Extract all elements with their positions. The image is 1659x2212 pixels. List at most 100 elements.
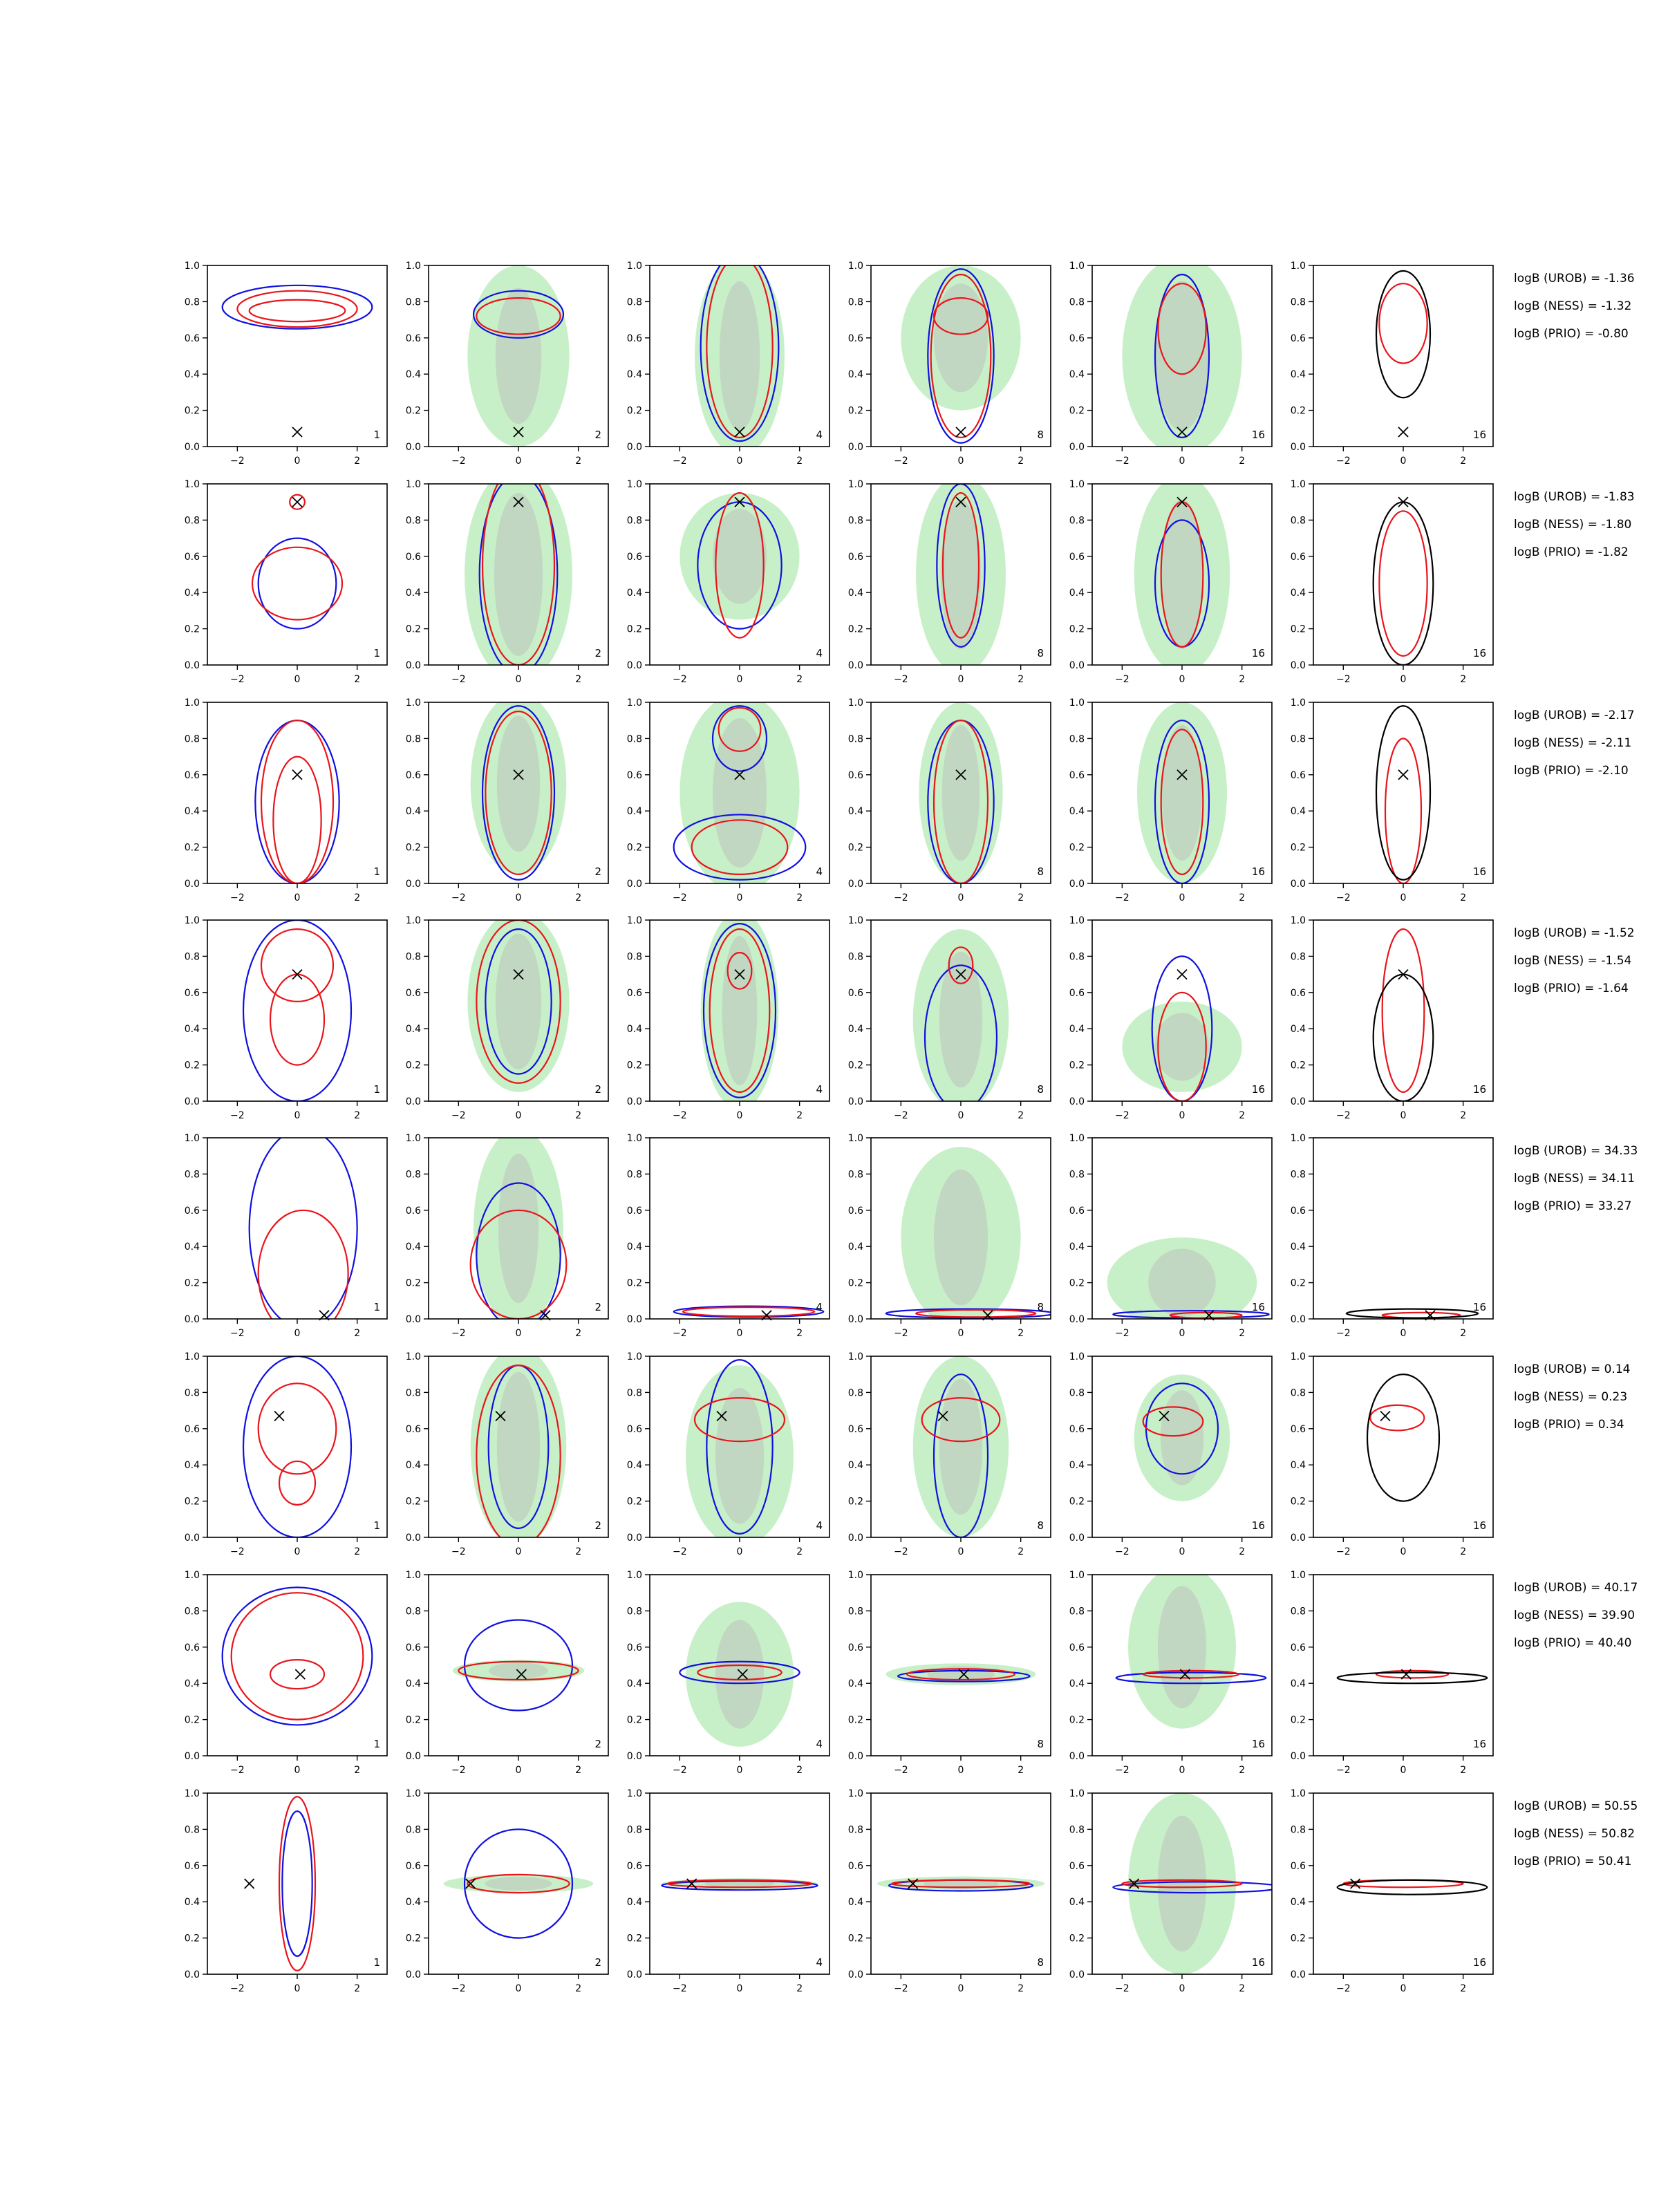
contour-prio xyxy=(1372,973,1434,1101)
y-tick-label: 0.8 xyxy=(627,951,642,962)
y-tick-label: 0.4 xyxy=(406,369,421,380)
y-tick-label: 0.8 xyxy=(1069,1606,1085,1617)
y-tick-label: 1.0 xyxy=(406,915,421,926)
y-tick-label: 0.6 xyxy=(848,1206,863,1217)
x-tick-label: −2 xyxy=(230,674,245,685)
x-tick-label: 0 xyxy=(1179,456,1185,467)
y-tick-label: 0.8 xyxy=(185,1387,200,1398)
panel-frame xyxy=(207,1792,388,1975)
y-tick-label: 0.8 xyxy=(185,515,200,526)
sample-count-label: 4 xyxy=(816,647,823,659)
sample-count-label: 8 xyxy=(1037,1083,1044,1096)
y-tick-label: 0.2 xyxy=(848,843,863,854)
y-tick-label: 1.0 xyxy=(627,1788,642,1799)
panel-frame xyxy=(1313,1137,1494,1320)
sample-count-label: 2 xyxy=(594,1956,601,1969)
y-tick-label: 0.8 xyxy=(848,733,863,744)
x-tick-label: 2 xyxy=(354,892,360,903)
logb-annotation: logB (UROB) = 34.33 xyxy=(1514,1144,1638,1158)
truth-marker xyxy=(737,1669,748,1680)
x-tick-label: −2 xyxy=(1336,1328,1351,1339)
posterior-region-outer xyxy=(700,920,779,1101)
panel-r4-c6: −2 0 2 0.0 0.2 0.4 0.6 0.8 1.0 16 xyxy=(1291,915,1494,1121)
y-tick-label: 0.2 xyxy=(1069,1060,1085,1071)
truth-marker xyxy=(1400,1669,1412,1680)
y-tick-label: 0.4 xyxy=(1069,369,1085,380)
panel-contours xyxy=(901,265,1021,444)
x-tick-label: 2 xyxy=(575,456,581,467)
logb-annotation: logB (PRIO) = -0.80 xyxy=(1514,327,1629,341)
x-tick-label: 2 xyxy=(1239,674,1245,685)
y-tick-label: 0.4 xyxy=(1069,1024,1085,1035)
truth-marker xyxy=(716,1410,727,1422)
y-tick-label: 0.8 xyxy=(185,297,200,308)
x-tick-label: 2 xyxy=(1018,1110,1024,1121)
truth-marker xyxy=(734,968,745,980)
x-tick-label: −2 xyxy=(451,1546,466,1557)
panel-contours xyxy=(470,702,567,881)
y-tick-label: 0.6 xyxy=(185,770,200,781)
y-tick-label: 0.2 xyxy=(1069,1933,1085,1944)
truth-marker xyxy=(686,1878,697,1889)
x-tick-label: 0 xyxy=(516,1983,522,1994)
panel-contours xyxy=(467,265,570,447)
panel-contours xyxy=(1336,1879,1488,1895)
y-tick-label: 0.6 xyxy=(185,1861,200,1872)
y-tick-label: 0.8 xyxy=(185,951,200,962)
contour-urob xyxy=(1142,1406,1204,1437)
y-tick-label: 0.8 xyxy=(848,1387,863,1398)
y-tick-label: 0.0 xyxy=(1291,1969,1306,1980)
posterior-region-outer xyxy=(912,929,1009,1101)
panel-contours xyxy=(1375,705,1432,883)
panel-contours xyxy=(1336,1669,1488,1685)
x-tick-label: 0 xyxy=(1400,1328,1407,1339)
panel-r4-c5: −2 0 2 0.0 0.2 0.4 0.6 0.8 1.0 16 xyxy=(1069,915,1273,1121)
x-tick-label: −2 xyxy=(230,1546,245,1557)
sample-count-label: 2 xyxy=(594,1738,601,1750)
sample-count-label: 16 xyxy=(1252,1519,1265,1532)
y-tick-label: 0.0 xyxy=(406,660,421,671)
sample-count-label: 2 xyxy=(594,865,601,878)
y-tick-label: 1.0 xyxy=(406,479,421,490)
panel-contours xyxy=(254,720,340,883)
posterior-region-inner xyxy=(1161,724,1203,861)
y-tick-label: 0.2 xyxy=(185,843,200,854)
x-tick-label: 0 xyxy=(737,1328,743,1339)
y-tick-label: 0.4 xyxy=(185,1897,200,1908)
x-tick-label: −2 xyxy=(1336,1983,1351,1994)
y-tick-label: 0.6 xyxy=(1069,1861,1085,1872)
sample-count-label: 1 xyxy=(373,1738,380,1750)
sample-count-label: 16 xyxy=(1473,429,1486,441)
x-tick-label: 0 xyxy=(1400,456,1407,467)
y-tick-label: 0.6 xyxy=(848,770,863,781)
y-tick-label: 0.4 xyxy=(848,588,863,599)
x-tick-label: 0 xyxy=(737,1983,743,1994)
y-tick-label: 1.0 xyxy=(1291,261,1306,272)
contour-ness xyxy=(242,1356,353,1537)
y-tick-label: 0.0 xyxy=(185,442,200,453)
y-tick-label: 1.0 xyxy=(848,479,863,490)
logb-annotation: logB (UROB) = -1.36 xyxy=(1514,272,1635,285)
y-tick-label: 0.2 xyxy=(406,1060,421,1071)
y-tick-label: 0.0 xyxy=(406,1751,421,1762)
contour-ness xyxy=(927,268,995,444)
panel-contours xyxy=(1372,501,1434,665)
x-tick-label: 2 xyxy=(1460,456,1466,467)
y-tick-label: 0.2 xyxy=(1291,1278,1306,1289)
x-tick-label: 0 xyxy=(1400,1110,1407,1121)
x-tick-label: 2 xyxy=(1239,1983,1245,1994)
x-tick-label: 0 xyxy=(516,1546,522,1557)
panel-contours xyxy=(700,920,779,1101)
y-tick-label: 1.0 xyxy=(406,1351,421,1362)
y-tick-label: 0.6 xyxy=(406,552,421,563)
x-tick-label: 0 xyxy=(737,674,743,685)
truth-marker xyxy=(292,496,303,507)
panel-contours xyxy=(467,920,570,1092)
x-tick-label: 2 xyxy=(1018,674,1024,685)
y-tick-label: 0.2 xyxy=(848,1497,863,1508)
contour-urob xyxy=(1142,1669,1240,1679)
y-tick-label: 0.6 xyxy=(1069,552,1085,563)
y-tick-label: 1.0 xyxy=(627,479,642,490)
posterior-region-inner xyxy=(494,493,543,656)
